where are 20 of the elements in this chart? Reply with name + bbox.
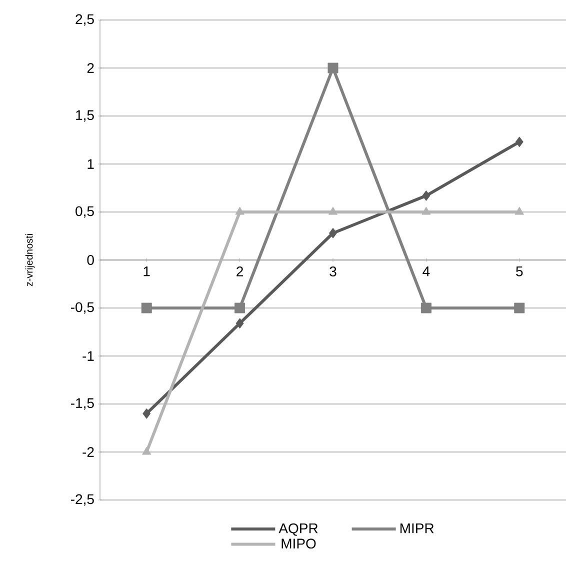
y-tick-label: 0 (87, 255, 94, 265)
y-tick-label: -1 (82, 351, 94, 361)
legend-label: AQPR (278, 523, 318, 536)
x-tick-label: 3 (329, 266, 336, 276)
y-tick-label: -0,5 (70, 302, 94, 314)
y-tick-label: 1 (88, 159, 94, 169)
y-tick-label: -1,5 (70, 398, 94, 410)
legend-label: MIPO (282, 538, 316, 549)
y-tick-label: -2,5 (70, 494, 94, 506)
x-tick-label: 2 (236, 266, 243, 276)
y-tick-label: 1,5 (76, 110, 94, 122)
y-tick-label: 0,5 (75, 206, 94, 218)
x-tick-label: 4 (422, 266, 430, 276)
y-tick-label: 2,5 (76, 14, 94, 26)
x-tick-label: 1 (144, 266, 150, 276)
y-tick-label: 2 (87, 63, 94, 73)
x-tick-label: 5 (516, 266, 523, 276)
y-axis-title: z-vrijednosti (25, 234, 34, 286)
legend-label: MIPR (400, 523, 434, 534)
y-tick-label: -2 (82, 447, 94, 457)
